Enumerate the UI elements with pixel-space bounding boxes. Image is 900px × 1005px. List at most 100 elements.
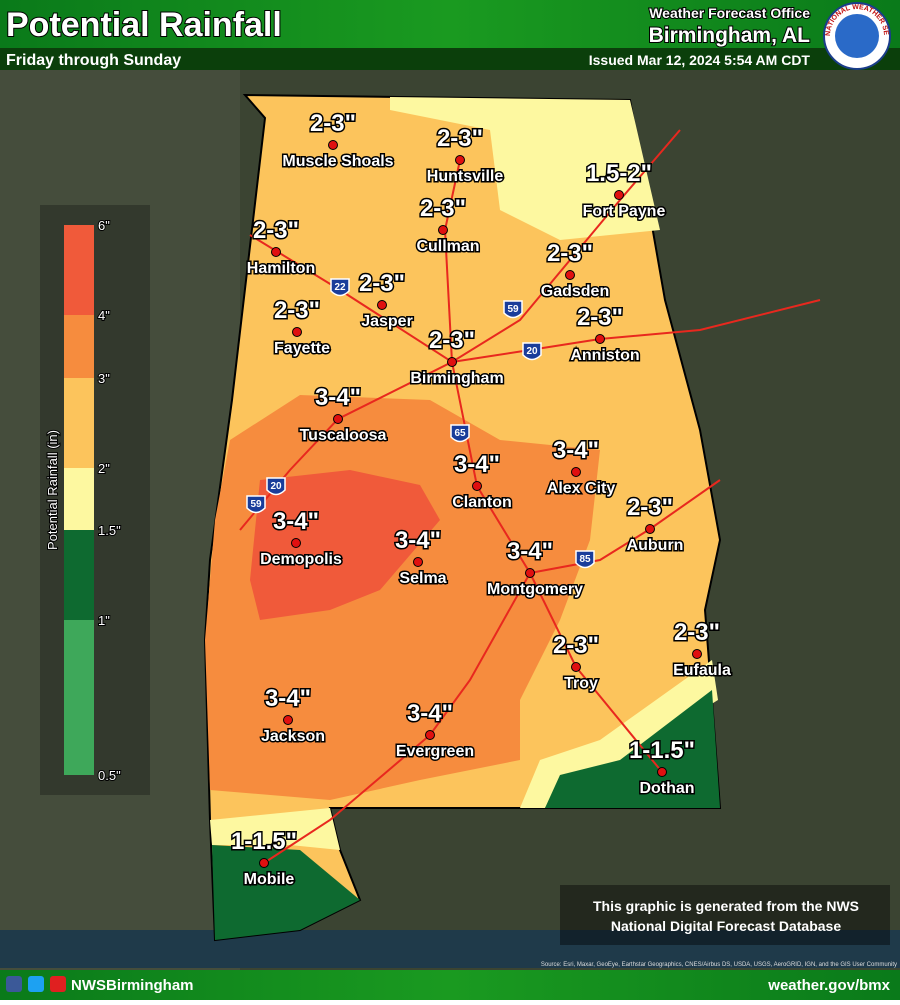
city-dot: [571, 467, 581, 477]
city-dot: [377, 300, 387, 310]
website[interactable]: weather.gov/bmx: [767, 977, 890, 994]
city-name: Huntsville: [427, 168, 504, 185]
rainfall-amount: 2-3": [553, 632, 599, 659]
legend-panel: [40, 205, 150, 795]
city-dot: [292, 327, 302, 337]
city-name: Mobile: [244, 871, 295, 888]
subheader-bar: [0, 48, 900, 70]
interstate-number: 59: [507, 304, 519, 315]
city-dot: [614, 190, 624, 200]
rainfall-amount: 2-3": [437, 125, 483, 152]
city-name: Fayette: [274, 340, 330, 357]
city-dot: [271, 247, 281, 257]
footer-bar: [0, 970, 900, 1000]
city-dot: [283, 715, 293, 725]
city-dot: [413, 557, 423, 567]
rainfall-amount: 2-3": [420, 195, 466, 222]
city-name: Montgomery: [487, 581, 583, 598]
zone-4-6: [250, 470, 440, 620]
zone-1-1-5: [545, 690, 720, 808]
legend-band: [64, 315, 94, 378]
rainfall-amount: 2-3": [577, 304, 623, 331]
legend-tick-label: 0.5": [98, 768, 121, 783]
legend-band: [64, 468, 94, 530]
city-dot: [571, 662, 581, 672]
rainfall-amount: 3-4": [315, 384, 361, 411]
office: Weather Forecast Office: [649, 5, 810, 21]
interstate-shield: [330, 278, 350, 297]
legend-tick-label: 1": [98, 613, 110, 628]
interstate-number: 85: [579, 554, 591, 565]
legend-band: [64, 378, 94, 468]
rainfall-amount: 3-4": [553, 437, 599, 464]
legend-band: [64, 530, 94, 620]
city-name: Eufaula: [673, 662, 731, 679]
city-dot: [455, 155, 465, 165]
youtube-icon[interactable]: [50, 976, 66, 992]
rainfall-amount: 1-1.5": [629, 737, 695, 764]
note-line: National Digital Forecast Database: [611, 918, 842, 934]
rainfall-amount: 3-4": [273, 508, 319, 535]
interstate-number: 22: [334, 282, 346, 293]
interstate-shield: [522, 342, 542, 361]
city-name: Dothan: [639, 780, 694, 797]
interstate-shield: [266, 477, 286, 496]
interstate-shield: [575, 550, 595, 569]
rainfall-amount: 1.5-2": [586, 160, 652, 187]
city-name: Fort Payne: [583, 203, 666, 220]
interstate-number: 59: [250, 499, 262, 510]
interstate-shield: [246, 495, 266, 514]
zone-1-5-2: [210, 808, 340, 850]
interstate-number: 65: [454, 428, 466, 439]
issued: Issued Mar 12, 2024 5:54 AM CDT: [589, 52, 811, 68]
city-dot: [328, 140, 338, 150]
city-dot: [595, 334, 605, 344]
city-dot: [447, 357, 457, 367]
social-handle[interactable]: NWSBirmingham: [71, 977, 194, 994]
city-name: Alex City: [547, 480, 616, 497]
city-dot: [438, 225, 448, 235]
city-name: Clanton: [452, 494, 512, 511]
legend-title: Potential Rainfall (in): [45, 430, 60, 550]
interstate-layer: 22 59 20 65 20 59 85: [246, 278, 595, 569]
zone-1-5-2: [520, 660, 718, 808]
legend-band: [64, 225, 94, 315]
interstate-number: 20: [270, 481, 282, 492]
rainfall-amount: 2-3": [627, 494, 673, 521]
note-line: This graphic is generated from the NWS: [593, 898, 859, 914]
legend-tick-label: 6": [98, 218, 110, 233]
city-name: Demopolis: [260, 551, 342, 568]
twitter-icon[interactable]: [28, 976, 44, 992]
city-dot: [291, 538, 301, 548]
rainfall-amount: 2-3": [310, 110, 356, 137]
facebook-icon[interactable]: [6, 976, 22, 992]
city-name: Jackson: [261, 728, 325, 745]
rainfall-amount: 2-3": [674, 619, 720, 646]
rainfall-amount: 3-4": [395, 527, 441, 554]
rainfall-amount: 2-3": [359, 270, 405, 297]
legend-tick-label: 2": [98, 461, 110, 476]
city-name: Muscle Shoals: [282, 153, 393, 170]
interstate-shield: [450, 424, 470, 443]
city-dot: [565, 270, 575, 280]
interstate-number: 20: [526, 346, 538, 357]
legend-tick-label: 3": [98, 371, 110, 386]
source: Source: Esri, Maxar, GeoEye, Earthstar G…: [541, 962, 897, 968]
subtitle: Friday through Sunday: [6, 52, 181, 69]
rainfall-amount: 2-3": [253, 217, 299, 244]
city-dot: [525, 568, 535, 578]
rainfall-amount: 3-4": [507, 538, 553, 565]
city-name: Birmingham: [410, 370, 503, 387]
zone-1-5-2: [390, 97, 660, 240]
city-name: Gadsden: [541, 283, 609, 300]
rainfall-amount: 3-4": [265, 685, 311, 712]
city-dot: [259, 858, 269, 868]
city-layer: 2-3" Muscle Shoals 2-3" Huntsville 1.5-2" For…: [229, 109, 732, 890]
basemap-west: [0, 0, 240, 1000]
city-dot: [645, 524, 655, 534]
header-bar: [0, 0, 900, 48]
city-dot: [333, 414, 343, 424]
note-panel: [560, 885, 890, 945]
city-dot: [692, 649, 702, 659]
